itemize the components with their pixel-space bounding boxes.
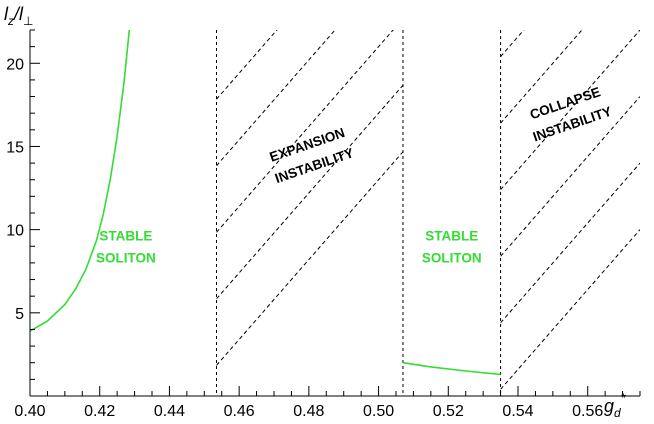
x-tick-label: 0.48	[293, 403, 324, 420]
hatch-line	[216, 151, 403, 366]
y-tick-label: 5	[15, 306, 24, 323]
hatch-zone-0	[216, 30, 403, 366]
data-series	[30, 30, 501, 376]
axes: 0.40 0.42 0.44 0.46 0.48 0.50 0.52 0.54 0.56 5 10 1…	[4, 4, 641, 420]
hatch-line	[500, 30, 641, 191]
hatch-line	[216, 30, 336, 167]
x-tick-label: 0.56	[572, 403, 603, 420]
hatch-line	[216, 30, 278, 100]
region-label-line: STABLE	[425, 228, 478, 243]
hatch-line	[500, 96, 641, 257]
region-labels: STABLESOLITONEXPANSIONINSTABILITYSTABLES…	[96, 84, 614, 265]
hatch-line	[216, 84, 403, 300]
region-label-line: SOLITON	[96, 250, 156, 265]
x-tick-label: 0.42	[84, 403, 115, 420]
hatch-line	[216, 30, 394, 233]
region-label-line: SOLITON	[422, 250, 482, 265]
series-line-1	[402, 361, 501, 376]
hatch-line	[500, 229, 641, 390]
x-tick-label: 0.52	[433, 403, 464, 420]
region-label-2: STABLE SOLITON	[422, 228, 482, 265]
y-tick-label: 15	[6, 139, 24, 156]
x-axis-label: gd*	[604, 391, 626, 420]
region-boundaries	[215, 30, 502, 396]
y-tick-label: 20	[6, 56, 24, 73]
x-tick-label: 0.54	[502, 403, 533, 420]
y-tick-label: 10	[6, 223, 24, 240]
hatch-line	[500, 162, 641, 324]
hatch-zone-1	[500, 30, 641, 390]
x-tick-label: 0.44	[154, 403, 185, 420]
series-line-0	[30, 30, 131, 332]
x-tick-label: 0.50	[363, 403, 394, 420]
x-tick-label: 0.46	[224, 403, 255, 420]
hatch-lines	[216, 30, 641, 390]
hatch-line	[500, 30, 525, 57]
region-label-line: STABLE	[99, 228, 152, 243]
y-axis-label: lz/l⊥	[4, 4, 33, 28]
region-label-0: STABLE SOLITON	[96, 228, 156, 265]
x-tick-label: 0.40	[14, 403, 45, 420]
hatch-line	[500, 30, 583, 124]
